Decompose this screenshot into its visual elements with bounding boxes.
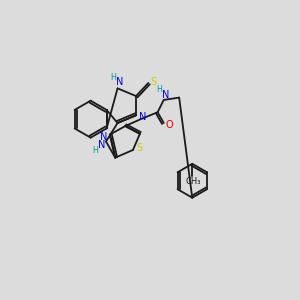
Text: H: H bbox=[156, 85, 162, 94]
Text: N: N bbox=[116, 77, 124, 87]
Text: N: N bbox=[100, 132, 107, 142]
Text: N: N bbox=[98, 140, 105, 150]
Text: H: H bbox=[92, 146, 98, 155]
Text: N: N bbox=[162, 89, 170, 100]
Text: H: H bbox=[110, 73, 116, 82]
Text: S: S bbox=[136, 143, 142, 153]
Text: N: N bbox=[139, 112, 146, 122]
Text: O: O bbox=[165, 119, 173, 130]
Text: CH₃: CH₃ bbox=[185, 177, 201, 186]
Text: S: S bbox=[151, 77, 157, 87]
